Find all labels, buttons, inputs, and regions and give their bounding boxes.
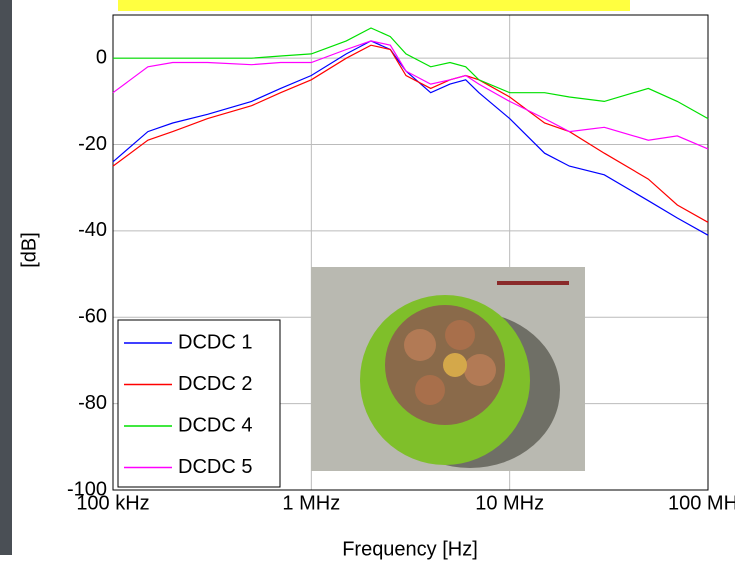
strand bbox=[445, 320, 475, 350]
y-axis-label: [dB] bbox=[18, 232, 40, 268]
photo-edge bbox=[0, 0, 12, 555]
strand bbox=[404, 329, 436, 361]
legend: DCDC 1 DCDC 2 DCDC 4 DCDC 5 bbox=[117, 319, 281, 488]
scale-bar bbox=[497, 281, 569, 285]
legend-label: DCDC 1 bbox=[178, 331, 252, 353]
plot-frame bbox=[112, 14, 709, 491]
legend-label: DCDC 5 bbox=[178, 456, 252, 478]
series-line bbox=[112, 40, 709, 150]
legend-label: DCDC 4 bbox=[178, 414, 252, 436]
cable-photo bbox=[311, 267, 585, 471]
y-tick-label: -60 bbox=[78, 306, 107, 328]
strand bbox=[464, 354, 496, 386]
x-tick-label: 10 MHz bbox=[475, 492, 544, 514]
x-axis-label: Frequency [Hz] bbox=[342, 538, 478, 560]
x-tick-label: 100 kHz bbox=[76, 492, 149, 514]
legend-box bbox=[117, 319, 281, 488]
series-line bbox=[112, 44, 709, 223]
strand bbox=[443, 353, 467, 377]
y-tick-label: -20 bbox=[78, 133, 107, 155]
series-line bbox=[113, 27, 709, 120]
x-tick-label: 1 MHz bbox=[282, 492, 340, 514]
strand bbox=[415, 375, 445, 405]
legend-label: DCDC 2 bbox=[178, 373, 252, 395]
highlight-bar bbox=[118, 0, 630, 11]
y-tick-label: 0 bbox=[96, 46, 107, 68]
series-line bbox=[112, 40, 709, 236]
y-tick-label: -100 bbox=[67, 478, 107, 500]
y-tick-label: -80 bbox=[78, 392, 107, 414]
x-tick-label: 100 MHz bbox=[668, 492, 735, 514]
y-tick-label: -40 bbox=[78, 219, 107, 241]
